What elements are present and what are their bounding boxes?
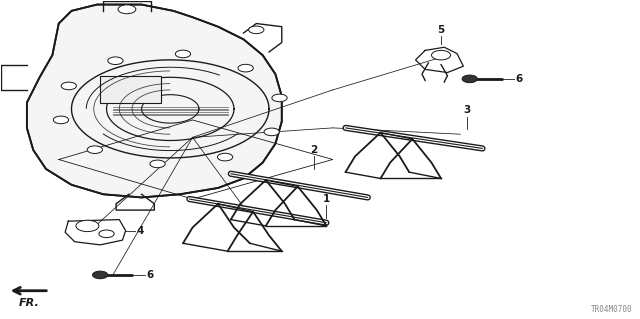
Text: 1: 1 [323,194,330,204]
Text: 2: 2 [310,145,317,155]
Circle shape [118,5,136,14]
Circle shape [99,230,114,238]
Text: 4: 4 [136,226,144,236]
FancyBboxPatch shape [100,76,161,103]
Polygon shape [27,4,282,197]
Circle shape [61,82,76,90]
Text: TR04M0700: TR04M0700 [591,306,632,315]
Circle shape [87,146,102,153]
Text: 6: 6 [516,74,523,84]
Circle shape [431,50,451,60]
Circle shape [150,160,165,168]
Text: 5: 5 [438,25,445,35]
Circle shape [175,50,191,58]
Text: FR.: FR. [19,298,39,308]
Circle shape [93,271,108,279]
Circle shape [218,153,233,161]
Text: 6: 6 [146,270,154,280]
Text: 3: 3 [463,105,470,115]
Circle shape [264,128,279,136]
Circle shape [462,75,477,83]
Circle shape [53,116,68,124]
Circle shape [272,94,287,102]
Circle shape [238,64,253,72]
Circle shape [248,26,264,33]
Circle shape [76,220,99,232]
Circle shape [108,57,123,64]
